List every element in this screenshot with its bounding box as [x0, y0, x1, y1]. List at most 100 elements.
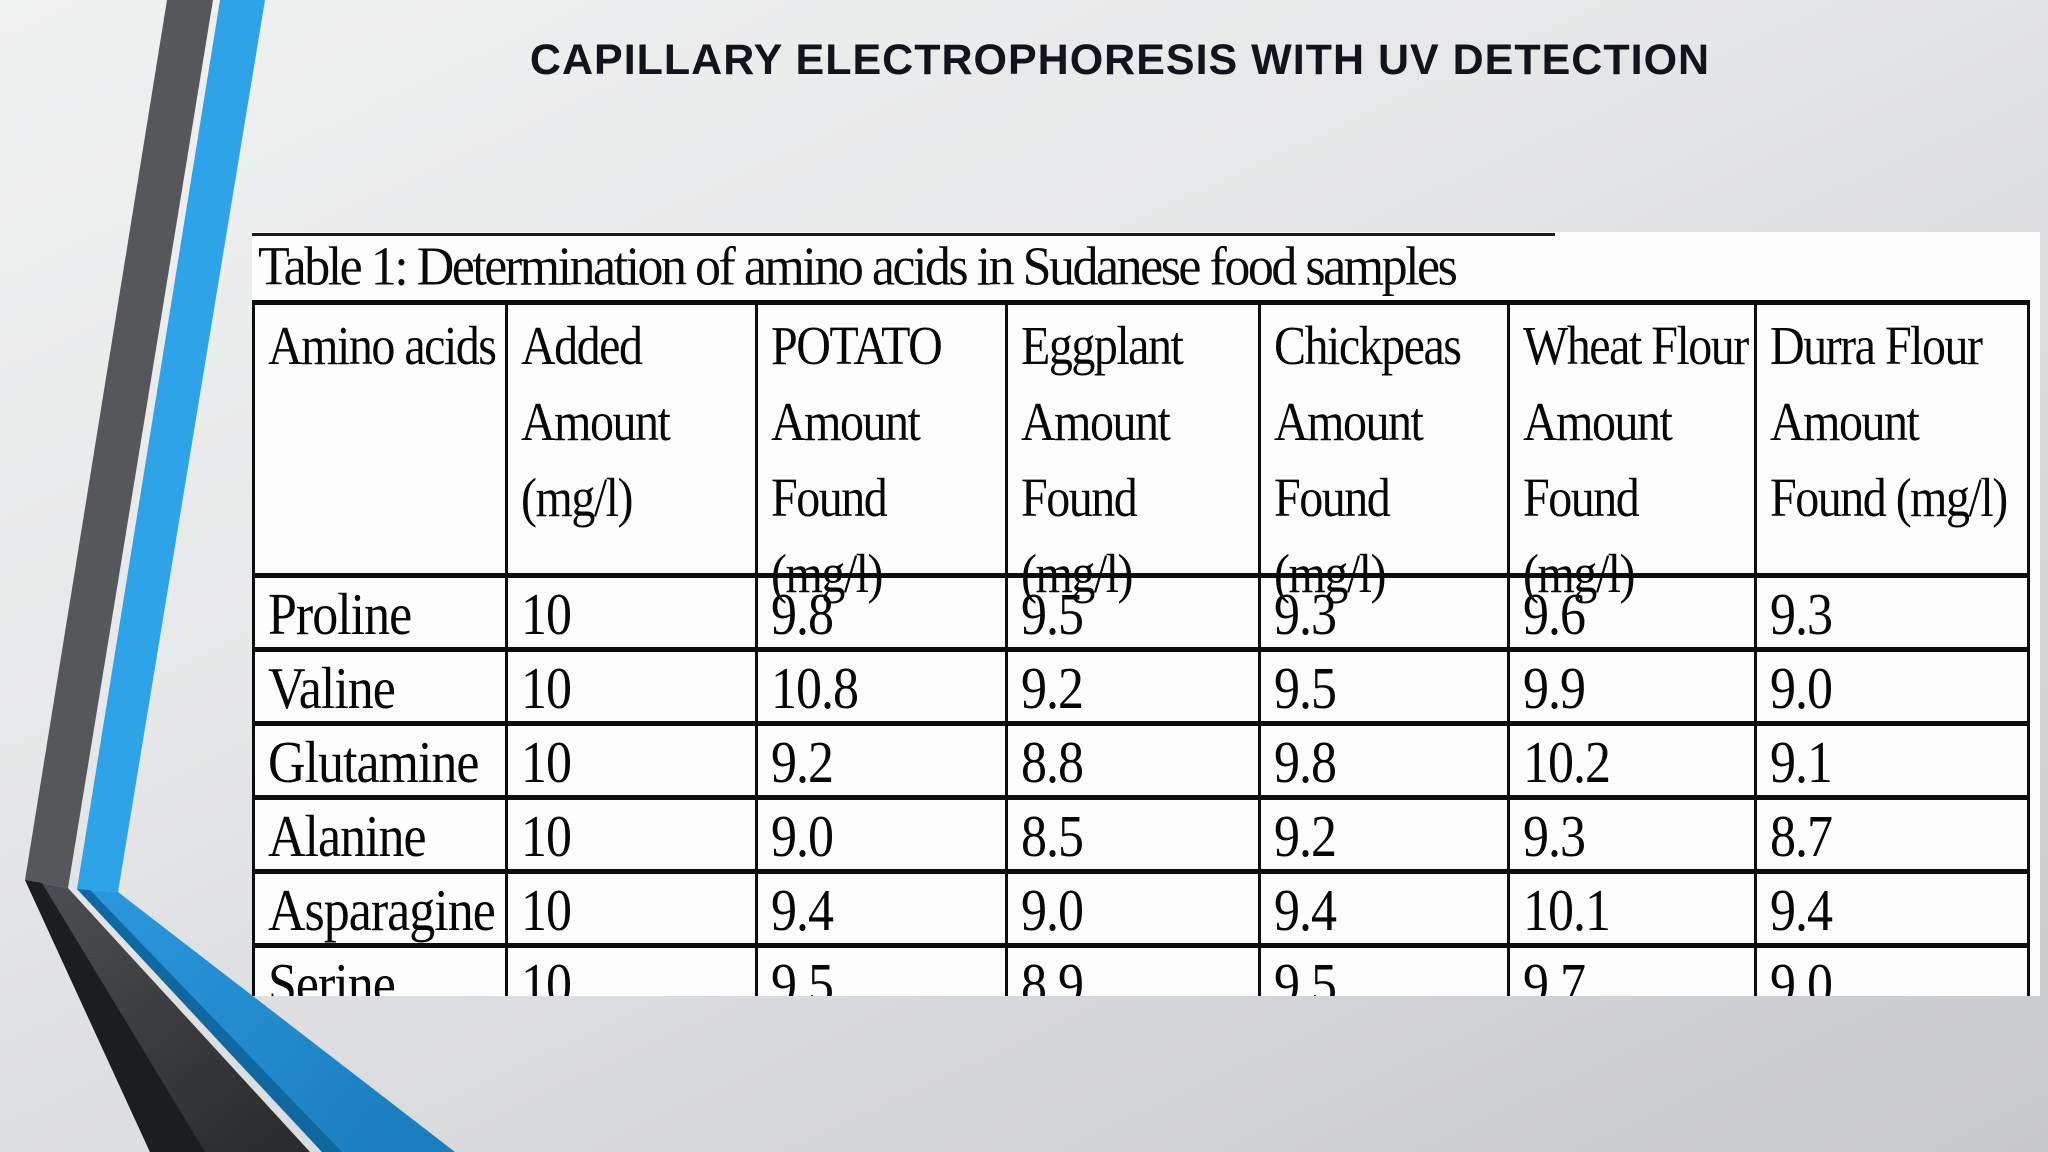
value-cell: 9.4	[1258, 869, 1510, 948]
value-cell: 9.8	[755, 573, 1008, 652]
cell-text: 10	[521, 804, 572, 870]
slide-title: CAPILLARY ELECTROPHORESIS WITH UV DETECT…	[529, 36, 1711, 84]
cell-text: 9.2	[771, 730, 834, 796]
value-cell: 9.3	[1258, 573, 1510, 652]
header-eggplant: Eggplant Amount Found (mg/l)	[1005, 300, 1261, 605]
cell-text: 10	[521, 582, 572, 648]
cell-text: 9.3	[1770, 582, 1833, 648]
value-cell: 9.2	[1258, 795, 1510, 874]
header-potato: POTATO Amount Found (mg/l)	[755, 300, 1008, 605]
cell-text: 9.8	[1274, 730, 1337, 796]
amino-acid-name-cell: Proline	[252, 573, 508, 652]
value-cell: 9.5	[1258, 647, 1510, 726]
cell-text: 10	[521, 878, 572, 944]
cell-text: 8.5	[1021, 804, 1084, 870]
table-row: Glutamine 10 9.2 8.8 9.8 10.2 9.1	[252, 721, 2030, 800]
header-row: Amino acids Added Amount (mg/l) POTATO A…	[252, 300, 2030, 605]
value-cell: 8.7	[1754, 795, 2030, 874]
table-row: Serine 10 9.5 8.9 9.5 9.7 9.0	[252, 943, 2030, 996]
value-cell: 9.3	[1507, 795, 1757, 874]
table-header: Amino acids Added Amount (mg/l) POTATO A…	[252, 300, 2030, 605]
cell-text: 9.0	[1021, 878, 1084, 944]
value-cell: 9.9	[1507, 647, 1757, 726]
header-chickpeas: Chickpeas Amount Found (mg/l)	[1258, 300, 1510, 605]
ribbon-gray-lower-edge	[25, 880, 205, 1152]
cell-text: 8.7	[1770, 804, 1833, 870]
table-row: Asparagine 10 9.4 9.0 9.4 10.1 9.4	[252, 869, 2030, 948]
ribbon-blue-upper-stripe	[77, 0, 265, 892]
value-cell: 8.5	[1005, 795, 1261, 874]
amino-acid-name-cell: Asparagine	[252, 869, 508, 948]
ribbon-blue-lower-edge	[77, 889, 342, 1152]
value-cell: 9.7	[1507, 943, 1757, 996]
value-cell: 8.8	[1005, 721, 1261, 800]
value-cell: 9.0	[1005, 869, 1261, 948]
cell-text: 9.5	[1274, 656, 1337, 722]
cell-text: 9.0	[1770, 656, 1833, 722]
amino-acid-name-cell: Serine	[252, 943, 508, 996]
header-amino-acids: Amino acids	[252, 300, 508, 578]
table-body: Proline 10 9.8 9.5 9.3 9.6 9.3 Valine 10 10.8 9.2 9…	[252, 573, 2030, 996]
cell-text: 10	[521, 952, 572, 996]
cell-text: 9.7	[1523, 952, 1586, 996]
value-cell: 9.1	[1754, 721, 2030, 800]
cell-text: 9.2	[1021, 656, 1084, 722]
cell-text: 8.9	[1021, 952, 1084, 996]
scan-top-border-line	[252, 233, 1555, 236]
ribbon-gray-lower-stripe	[25, 880, 310, 1152]
header-added-amount: Added Amount (mg/l)	[505, 300, 758, 578]
cell-text: 9.5	[771, 952, 834, 996]
cell-text: 8.8	[1021, 730, 1084, 796]
value-cell: 10.8	[755, 647, 1008, 726]
cell-text: 9.5	[1274, 952, 1337, 996]
cell-text: Asparagine	[268, 878, 496, 944]
value-cell: 10	[505, 647, 758, 726]
cell-text: 10.1	[1523, 878, 1611, 944]
value-cell: 9.2	[1005, 647, 1261, 726]
value-cell: 10	[505, 943, 758, 996]
ribbon-gray-upper-stripe	[25, 0, 213, 888]
value-cell: 8.9	[1005, 943, 1261, 996]
cell-text: 9.4	[1274, 878, 1337, 944]
cell-text: 9.3	[1523, 804, 1586, 870]
value-cell: 9.6	[1507, 573, 1757, 652]
value-cell: 10	[505, 795, 758, 874]
cell-text: 9.5	[1021, 582, 1084, 648]
amino-acid-name-cell: Glutamine	[252, 721, 508, 800]
cell-text: 10	[521, 730, 572, 796]
value-cell: 9.4	[1754, 869, 2030, 948]
value-cell: 9.8	[1258, 721, 1510, 800]
cell-text: 9.1	[1770, 730, 1833, 796]
value-cell: 9.5	[1005, 573, 1261, 652]
value-cell: 9.2	[755, 721, 1008, 800]
amino-acid-name-cell: Alanine	[252, 795, 508, 874]
cell-text: Serine	[268, 952, 396, 996]
cell-text: 10.2	[1523, 730, 1611, 796]
value-cell: 9.5	[1258, 943, 1510, 996]
cell-text: Proline	[268, 582, 412, 648]
cell-text: 10.8	[771, 656, 859, 722]
cell-text: Alanine	[268, 804, 427, 870]
value-cell: 10	[505, 869, 758, 948]
amino-acid-name-cell: Valine	[252, 647, 508, 726]
cell-text: Valine	[268, 656, 396, 722]
cell-text: 9.6	[1523, 582, 1586, 648]
value-cell: 10	[505, 573, 758, 652]
cell-text: 9.9	[1523, 656, 1586, 722]
value-cell: 9.5	[755, 943, 1008, 996]
header-wheat-flour: Wheat Flour Amount Found (mg/l)	[1507, 300, 1757, 605]
cell-text: 10	[521, 656, 572, 722]
table-row: Valine 10 10.8 9.2 9.5 9.9 9.0	[252, 647, 2030, 726]
cell-text: 9.8	[771, 582, 834, 648]
value-cell: 10	[505, 721, 758, 800]
value-cell: 9.3	[1754, 573, 2030, 652]
scanned-table-image: Table 1: Determination of amino acids in…	[252, 232, 2040, 996]
cell-text: Glutamine	[268, 730, 480, 796]
value-cell: 10.1	[1507, 869, 1757, 948]
header-durra-flour: Durra Flour Amount Found (mg/l)	[1754, 300, 2030, 578]
cell-text: 9.4	[1770, 878, 1833, 944]
table-caption: Table 1: Determination of amino acids in…	[258, 237, 1458, 297]
cell-text: 9.2	[1274, 804, 1337, 870]
